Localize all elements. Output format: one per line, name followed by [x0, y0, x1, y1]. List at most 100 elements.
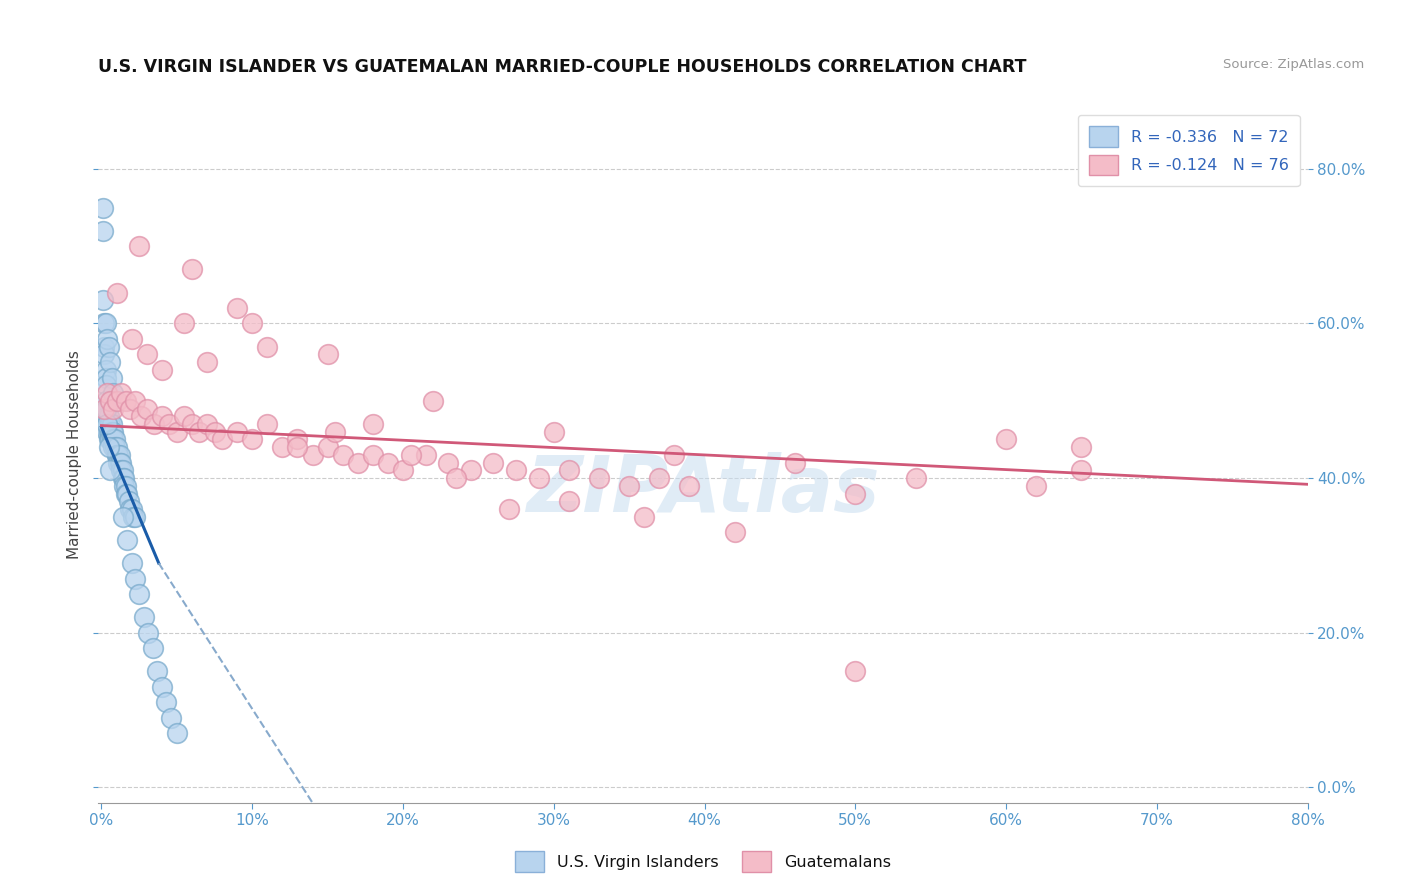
Point: [100, 393, 122, 408]
Point: [91, 293, 114, 308]
Point: [143, 417, 166, 431]
Point: [527, 471, 550, 485]
Point: [226, 301, 249, 315]
Point: [120, 401, 142, 416]
Point: [100, 417, 122, 431]
Point: [96, 401, 118, 416]
Point: [94, 393, 117, 408]
Point: [124, 572, 146, 586]
Point: [103, 386, 125, 401]
Point: [122, 509, 145, 524]
Point: [91, 224, 114, 238]
Point: [361, 448, 384, 462]
Point: [648, 471, 671, 485]
Point: [94, 401, 117, 416]
Point: [105, 285, 128, 300]
Point: [107, 448, 129, 462]
Point: [101, 425, 124, 439]
Point: [111, 509, 134, 524]
Point: [332, 448, 354, 462]
Point: [195, 417, 218, 431]
Point: [94, 363, 117, 377]
Point: [121, 332, 143, 346]
Point: [91, 201, 114, 215]
Point: [157, 417, 180, 431]
Point: [1070, 463, 1092, 477]
Point: [146, 665, 169, 679]
Point: [93, 317, 115, 331]
Point: [96, 386, 118, 401]
Point: [94, 370, 117, 384]
Point: [110, 386, 132, 401]
Point: [93, 347, 115, 361]
Point: [111, 463, 134, 477]
Point: [117, 494, 139, 508]
Point: [100, 355, 122, 369]
Point: [96, 425, 118, 439]
Point: [107, 456, 129, 470]
Point: [558, 494, 581, 508]
Point: [240, 317, 263, 331]
Point: [180, 417, 202, 431]
Point: [588, 471, 610, 485]
Point: [101, 417, 124, 431]
Point: [316, 440, 339, 454]
Legend: U.S. Virgin Islanders, Guatemalans: U.S. Virgin Islanders, Guatemalans: [509, 845, 897, 879]
Text: ZIPAtlas: ZIPAtlas: [526, 451, 880, 528]
Point: [108, 456, 131, 470]
Point: [287, 433, 309, 447]
Point: [482, 456, 505, 470]
Point: [155, 695, 177, 709]
Point: [98, 409, 121, 424]
Point: [121, 556, 143, 570]
Point: [103, 440, 125, 454]
Point: [93, 340, 115, 354]
Point: [135, 401, 157, 416]
Point: [287, 440, 309, 454]
Point: [100, 433, 122, 447]
Point: [399, 448, 422, 462]
Point: [211, 433, 233, 447]
Point: [110, 463, 132, 477]
Point: [100, 463, 122, 477]
Point: [150, 363, 173, 377]
Point: [105, 448, 128, 462]
Point: [377, 456, 399, 470]
Point: [995, 433, 1018, 447]
Point: [633, 509, 655, 524]
Point: [173, 409, 195, 424]
Point: [120, 502, 142, 516]
Point: [136, 625, 159, 640]
Point: [1070, 440, 1092, 454]
Point: [226, 425, 249, 439]
Point: [121, 502, 143, 516]
Point: [105, 448, 128, 462]
Point: [195, 355, 218, 369]
Point: [103, 425, 125, 439]
Point: [844, 665, 866, 679]
Point: [105, 440, 128, 454]
Point: [256, 417, 278, 431]
Point: [678, 479, 700, 493]
Point: [724, 525, 747, 540]
Point: [150, 409, 173, 424]
Point: [558, 463, 581, 477]
Point: [100, 425, 122, 439]
Point: [844, 486, 866, 500]
Point: [98, 340, 121, 354]
Point: [904, 471, 927, 485]
Point: [460, 463, 482, 477]
Point: [114, 479, 136, 493]
Text: U.S. VIRGIN ISLANDER VS GUATEMALAN MARRIED-COUPLE HOUSEHOLDS CORRELATION CHART: U.S. VIRGIN ISLANDER VS GUATEMALAN MARRI…: [98, 58, 1026, 76]
Point: [159, 711, 181, 725]
Point: [128, 587, 150, 601]
Point: [98, 425, 121, 439]
Point: [415, 448, 437, 462]
Point: [111, 471, 134, 485]
Point: [505, 463, 527, 477]
Point: [180, 262, 202, 277]
Point: [103, 433, 125, 447]
Point: [94, 378, 117, 392]
Point: [166, 425, 188, 439]
Point: [543, 425, 565, 439]
